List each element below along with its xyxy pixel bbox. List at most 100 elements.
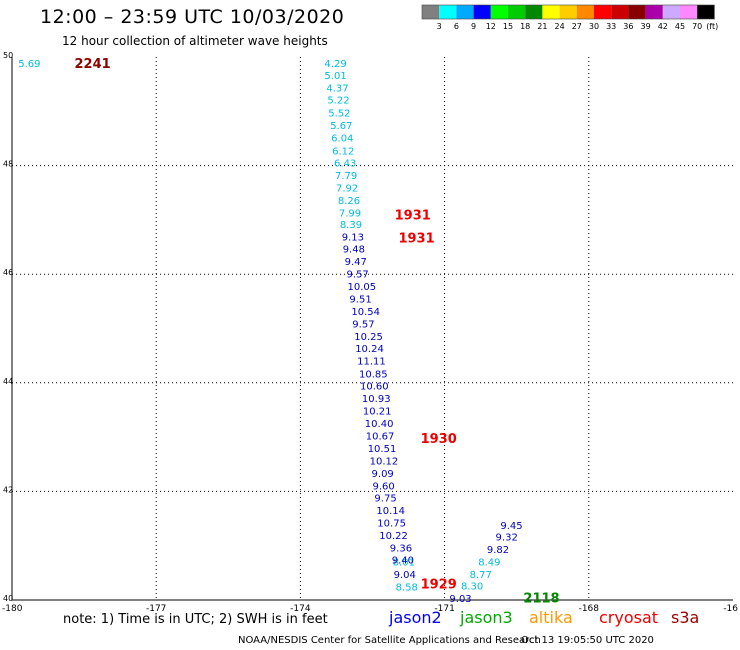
colorbar-swatch: [697, 5, 715, 19]
y-tick-label: 46: [3, 268, 13, 277]
data-point-label: 9.45: [500, 521, 522, 532]
grid-lines: [12, 57, 733, 600]
data-point-label: 9.60: [373, 481, 395, 492]
data-point-label: 6.43: [334, 158, 356, 169]
colorbar-label: 42: [658, 22, 668, 31]
data-point-label: 8.26: [338, 196, 360, 207]
data-point-label: 10.75: [377, 518, 406, 529]
data-point-label: 10.25: [354, 332, 383, 343]
colorbar-label: 27: [572, 22, 582, 31]
chart-subtitle: 12 hour collection of altimeter wave hei…: [62, 34, 328, 48]
data-point-label: 6.12: [332, 146, 354, 157]
colorbar-swatch: [594, 5, 612, 19]
data-point-label: 4.37: [326, 83, 348, 94]
data-point-label: 8.58: [396, 582, 418, 593]
x-tick-label: -174: [290, 604, 311, 614]
data-point-label: 7.79: [335, 171, 357, 182]
data-point-label: 11.11: [357, 357, 386, 368]
colorbar-label: 3: [437, 22, 442, 31]
time-annotation: 2241: [74, 57, 110, 72]
colorbar-swatch: [542, 5, 560, 19]
time-annotations: 2241 1931 1931 1930 1929 2118: [74, 57, 559, 606]
y-tick-label: 50: [3, 51, 13, 60]
time-annotation: 1931: [395, 208, 431, 223]
chart-title: 12:00 – 23:59 UTC 10/03/2020: [40, 6, 345, 28]
x-tick-label: -180: [2, 604, 23, 614]
colorbar-label: 70: [692, 22, 702, 31]
colorbar-label: 21: [537, 22, 547, 31]
time-annotation: 1930: [421, 432, 457, 447]
data-point-label: 8.30: [461, 581, 483, 592]
data-point-label: 10.24: [355, 344, 384, 355]
footer-timestamp: Oct 13 19:05:50 UTC 2020: [521, 635, 654, 646]
data-point-label: 9.82: [487, 545, 509, 556]
data-point-label: 10.40: [365, 419, 394, 430]
legend-jason2: jason2: [389, 608, 442, 627]
data-point-label: 9.40: [392, 555, 414, 566]
data-point-label: 10.12: [370, 456, 399, 467]
data-point-label: 10.93: [362, 394, 391, 405]
plot-frame: [11, 57, 733, 601]
colorbar-swatch: [473, 5, 491, 19]
x-tick-label: -171: [434, 604, 454, 614]
colorbar-label: 45: [675, 22, 685, 31]
y-tick-label: 44: [3, 377, 13, 386]
colorbar-legend: 3 6 9 12 15 18 21 24 27 30 33 36 39 42 45 70 (ft): [421, 4, 718, 31]
data-point-label: 10.14: [376, 506, 405, 517]
y-tick-labels: 40 42 44 46 48 50: [3, 51, 13, 603]
data-point-label: 9.32: [496, 532, 518, 543]
data-point-label: 9.09: [372, 469, 394, 480]
legend-jason3: jason3: [460, 608, 513, 627]
data-point-label: 5.22: [327, 95, 349, 106]
colorbar-border: [421, 4, 715, 20]
legend-cryosat: cryosat: [599, 608, 659, 627]
colorbar-label: 39: [641, 22, 651, 31]
data-point-label: 10.05: [348, 282, 377, 293]
x-tick-label: -177: [146, 604, 166, 614]
y-tick-label: 42: [3, 485, 13, 494]
x-tick-label: -16: [723, 604, 738, 614]
data-point-label: 8.39: [340, 220, 362, 231]
y-tick-label: 40: [3, 594, 13, 603]
colorbar-label: 24: [555, 22, 565, 31]
data-point-label: 10.54: [351, 307, 380, 318]
colorbar-label: 9: [471, 22, 476, 31]
data-point-label: 9.04: [394, 570, 416, 581]
x-tick-label: -168: [579, 604, 600, 614]
legend-s3a: s3a: [671, 608, 700, 627]
data-point-label: 9.13: [342, 233, 364, 244]
data-point-label: 9.03: [449, 594, 471, 605]
data-point-label: 10.60: [360, 382, 389, 393]
colorbar-label: 18: [520, 22, 530, 31]
data-point-label: 10.21: [363, 406, 392, 417]
footer-credit: NOAA/NESDIS Center for Satellite Applica…: [238, 635, 541, 646]
colorbar-swatch: [490, 5, 508, 19]
colorbar-label: 15: [503, 22, 513, 31]
colorbar-swatch: [525, 5, 543, 19]
colorbar-swatch: [576, 5, 594, 19]
data-point-label: 8.77: [470, 570, 492, 581]
colorbar-label: 12: [486, 22, 496, 31]
data-point-label: 5.67: [330, 121, 352, 132]
data-point-label: 10.85: [359, 370, 388, 381]
time-annotation: 1929: [421, 578, 457, 593]
data-point-label: 8.49: [478, 557, 500, 568]
data-point-label: 6.04: [331, 133, 353, 144]
data-point-label: 9.51: [349, 295, 371, 306]
colorbar-swatch: [628, 5, 646, 19]
time-annotation: 1931: [398, 231, 434, 246]
data-point-label: 10.51: [368, 444, 397, 455]
data-point-label: 9.36: [390, 543, 412, 554]
time-annotation: 2118: [523, 591, 559, 606]
colorbar-swatch: [439, 5, 457, 19]
colorbar-unit: (ft): [706, 22, 718, 31]
colorbar-swatch: [559, 5, 577, 19]
data-point-label: 7.92: [336, 183, 358, 194]
data-labels: 5.69 4.295.014.375.22 5.52 5.676.04 6.126.43…: [18, 59, 522, 605]
data-point-label: 9.57: [347, 270, 369, 281]
data-point-label: 5.52: [328, 108, 350, 119]
x-tick-labels: -180 -177 -174 -171 -168 -16: [2, 604, 738, 614]
data-point-label: 10.22: [379, 531, 408, 542]
data-point-label: 9.47: [345, 257, 367, 268]
